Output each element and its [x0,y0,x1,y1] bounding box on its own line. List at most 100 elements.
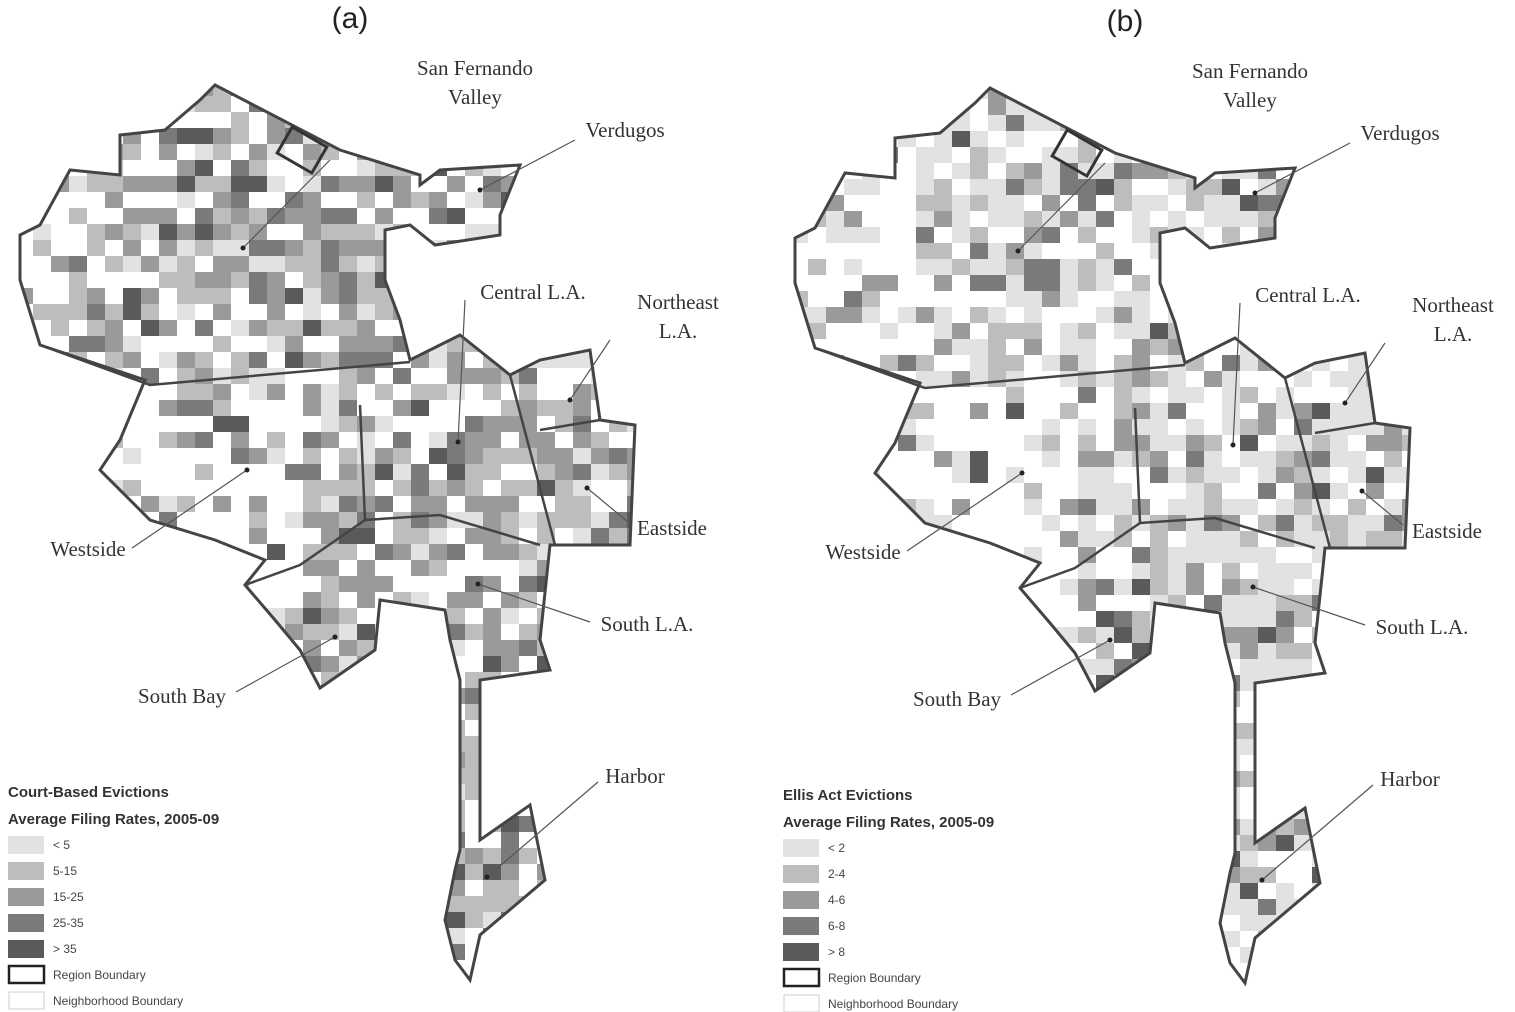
tract [105,176,123,192]
tract [339,320,357,336]
tract [952,339,970,355]
tract [1348,88,1366,99]
tract [1294,963,1312,979]
tract [321,576,339,592]
tract [1078,259,1096,275]
tract [1006,947,1024,963]
tract [249,704,267,720]
tract [123,112,141,128]
region-label: Valley [448,85,502,109]
tract [1330,883,1348,899]
tract [519,144,537,160]
tract [69,208,87,224]
legend-label: 4-6 [828,893,846,907]
tract [519,560,537,576]
tract [1042,627,1060,643]
tract [988,259,1006,275]
legend-label: 5-15 [53,864,77,878]
tract [393,784,411,800]
tract [1330,771,1348,787]
tract [1312,931,1330,947]
region-label: Verdugos [1360,121,1439,145]
tract [321,656,339,672]
tract [555,608,573,624]
tract [1402,467,1410,483]
tract [1240,899,1258,915]
tract [573,656,591,672]
tract [267,240,285,256]
tract [573,752,591,768]
tract [1240,531,1258,547]
tract [916,99,934,115]
tract [1222,307,1240,323]
tract [357,720,375,736]
tract [952,963,970,979]
tract [1240,387,1258,403]
tract [411,192,429,208]
tract [195,96,213,112]
tract [1132,691,1150,707]
tract [267,736,285,752]
tract [1006,851,1024,867]
tract [609,560,627,576]
tract [501,832,519,848]
tract [555,976,573,980]
tract [411,800,429,816]
tract [1276,403,1294,419]
tract [159,736,177,752]
tract [1312,467,1330,483]
tract [1312,771,1330,787]
tract [51,672,69,688]
tract [1168,675,1186,691]
leader-line [1010,639,1111,696]
tract [1348,787,1366,803]
tract [33,640,51,656]
tract [916,355,934,371]
tract [357,448,375,464]
tract [1276,451,1294,467]
tract [844,643,862,659]
tract [1312,499,1330,515]
tract [105,768,123,784]
tract [844,307,862,323]
tract [123,560,141,576]
tract [483,496,501,512]
tract [195,864,213,880]
tract [1042,867,1060,883]
tract [934,899,952,915]
tract [1078,835,1096,851]
tract [195,624,213,640]
tract [1042,707,1060,723]
tract [1186,787,1204,803]
tract [501,208,519,224]
tract [555,736,573,752]
tract [393,448,411,464]
tract [177,192,195,208]
tract [880,755,898,771]
tract [1330,115,1348,131]
tract [1060,403,1078,419]
tract [1006,403,1024,419]
tract [1240,147,1258,163]
tract [916,243,934,259]
tract [1384,851,1402,867]
tract [69,85,87,96]
tract [880,355,898,371]
tract [393,864,411,880]
tract [1294,499,1312,515]
tract [1294,755,1312,771]
tract [213,560,231,576]
tract [20,656,33,672]
tract [1186,88,1204,99]
tract [1384,307,1402,323]
tract [808,739,826,755]
tract [898,611,916,627]
tract [339,176,357,192]
tract [33,144,51,160]
tract [1114,883,1132,899]
tract [1024,435,1042,451]
tract [159,960,177,976]
tract [1114,707,1132,723]
tract [555,240,573,256]
tract [916,611,934,627]
